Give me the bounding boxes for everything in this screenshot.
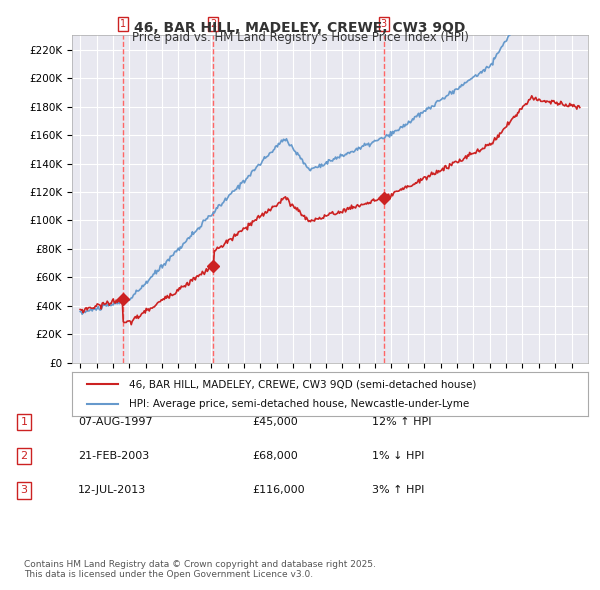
Text: 1% ↓ HPI: 1% ↓ HPI	[372, 451, 424, 461]
Text: £45,000: £45,000	[252, 417, 298, 427]
Text: 46, BAR HILL, MADELEY, CREWE, CW3 9QD: 46, BAR HILL, MADELEY, CREWE, CW3 9QD	[134, 21, 466, 35]
Text: 2: 2	[210, 19, 217, 29]
Text: Price paid vs. HM Land Registry's House Price Index (HPI): Price paid vs. HM Land Registry's House …	[131, 31, 469, 44]
Text: 07-AUG-1997: 07-AUG-1997	[78, 417, 152, 427]
Text: 1: 1	[20, 417, 28, 427]
Text: 12% ↑ HPI: 12% ↑ HPI	[372, 417, 431, 427]
Text: 3% ↑ HPI: 3% ↑ HPI	[372, 486, 424, 495]
Text: £68,000: £68,000	[252, 451, 298, 461]
Text: Contains HM Land Registry data © Crown copyright and database right 2025.
This d: Contains HM Land Registry data © Crown c…	[24, 560, 376, 579]
Text: 21-FEB-2003: 21-FEB-2003	[78, 451, 149, 461]
Text: 1: 1	[120, 19, 126, 29]
Text: 2: 2	[20, 451, 28, 461]
Text: £116,000: £116,000	[252, 486, 305, 495]
Text: 3: 3	[380, 19, 387, 29]
Text: 46, BAR HILL, MADELEY, CREWE, CW3 9QD (semi-detached house): 46, BAR HILL, MADELEY, CREWE, CW3 9QD (s…	[129, 379, 476, 389]
Text: HPI: Average price, semi-detached house, Newcastle-under-Lyme: HPI: Average price, semi-detached house,…	[129, 399, 469, 408]
Text: 3: 3	[20, 486, 28, 495]
Text: 12-JUL-2013: 12-JUL-2013	[78, 486, 146, 495]
